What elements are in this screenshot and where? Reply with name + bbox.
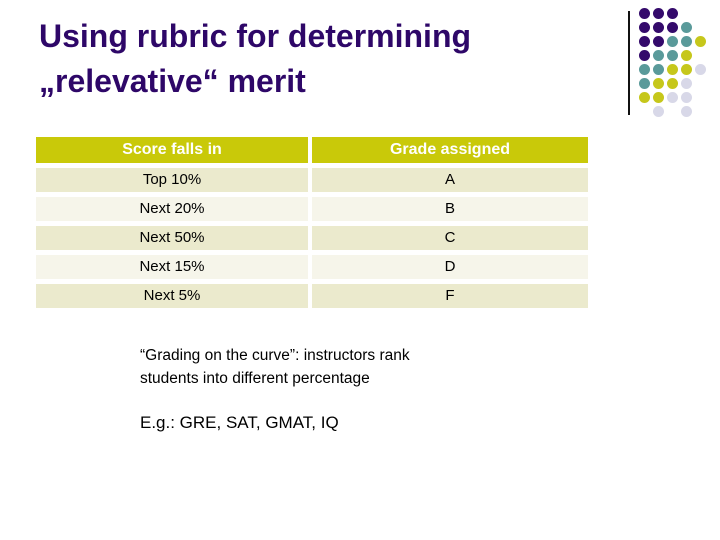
teal-dot	[653, 64, 664, 75]
purple-dot	[653, 36, 664, 47]
yellow-dot	[667, 78, 678, 89]
gray-dot	[667, 92, 678, 103]
purple-dot	[653, 22, 664, 33]
table-cell-grade: D	[312, 255, 588, 279]
gray-dot	[681, 106, 692, 117]
gray-dot	[681, 78, 692, 89]
teal-dot	[667, 50, 678, 61]
notes-text: “Grading on the curve”: instructors rank…	[140, 344, 500, 390]
column-header-score: Score falls in	[36, 137, 308, 163]
yellow-dot	[681, 50, 692, 61]
gray-dot	[695, 64, 706, 75]
yellow-dot	[695, 36, 706, 47]
table-cell-score: Next 5%	[36, 284, 308, 308]
table-cell-score: Next 20%	[36, 197, 308, 221]
grading-table: Score falls in Grade assigned Top 10% A …	[36, 137, 588, 308]
teal-dot	[667, 36, 678, 47]
table-cell-grade: C	[312, 226, 588, 250]
gray-dot	[653, 106, 664, 117]
purple-dot	[639, 36, 650, 47]
table-cell-score: Next 50%	[36, 226, 308, 250]
purple-dot	[639, 8, 650, 19]
notes-line-1: “Grading on the curve”: instructors rank	[140, 347, 410, 364]
gray-dot	[681, 92, 692, 103]
dot-pattern	[639, 8, 709, 120]
teal-dot	[681, 22, 692, 33]
slide-title: Using rubric for determining „relevative…	[39, 14, 599, 104]
teal-dot	[681, 36, 692, 47]
table-cell-grade: A	[312, 168, 588, 192]
teal-dot	[653, 50, 664, 61]
purple-dot	[639, 50, 650, 61]
teal-dot	[639, 78, 650, 89]
column-header-grade: Grade assigned	[312, 137, 588, 163]
yellow-dot	[653, 92, 664, 103]
table-cell-grade: B	[312, 197, 588, 221]
yellow-dot	[639, 92, 650, 103]
yellow-dot	[653, 78, 664, 89]
notes-line-2: students into different percentage	[140, 370, 370, 387]
teal-dot	[639, 64, 650, 75]
table-cell-score: Top 10%	[36, 168, 308, 192]
title-line-1: Using rubric for determining	[39, 18, 472, 54]
purple-dot	[653, 8, 664, 19]
vertical-rule	[628, 11, 630, 115]
table-cell-score: Next 15%	[36, 255, 308, 279]
purple-dot	[639, 22, 650, 33]
yellow-dot	[681, 64, 692, 75]
table-cell-grade: F	[312, 284, 588, 308]
yellow-dot	[667, 64, 678, 75]
purple-dot	[667, 8, 678, 19]
title-line-2: „relevative“ merit	[39, 63, 306, 99]
purple-dot	[667, 22, 678, 33]
examples-text: E.g.: GRE, SAT, GMAT, IQ	[140, 413, 339, 432]
